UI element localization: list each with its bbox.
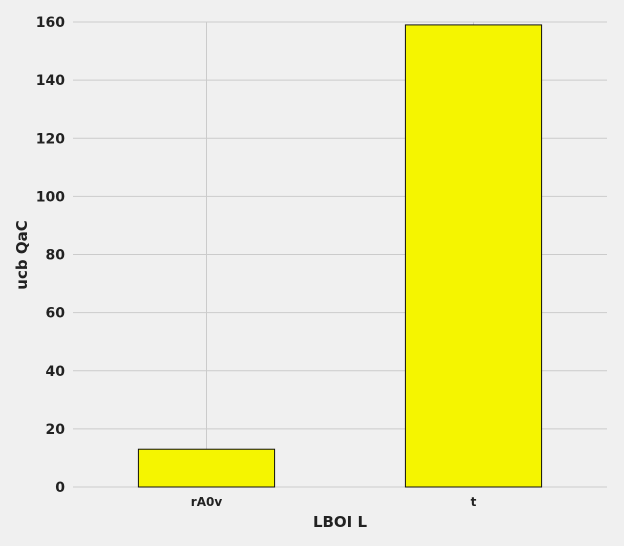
y-tick-label: 160 (36, 15, 65, 31)
y-tick-label: 140 (36, 73, 65, 89)
y-tick-label: 20 (46, 422, 66, 438)
x-tick-label: rA0v (191, 495, 223, 509)
y-tick-label: 0 (55, 480, 65, 496)
bars (137, 24, 543, 488)
y-tick-label: 120 (36, 131, 65, 147)
y-tick-label: 80 (46, 248, 66, 264)
x-tick-label: t (471, 495, 477, 509)
x-tick-labels: rA0v t (191, 495, 477, 509)
bar-rA0v (137, 448, 276, 488)
y-tick-labels: 0 20 40 60 80 100 120 140 160 (36, 15, 65, 496)
y-tick-label: 60 (46, 306, 66, 322)
bar-t (404, 24, 543, 488)
y-axis-label: ucb QaC (13, 220, 31, 289)
y-tick-label: 40 (46, 364, 66, 380)
y-tick-label: 100 (36, 189, 65, 205)
x-axis-label: LBOI L (313, 513, 368, 531)
